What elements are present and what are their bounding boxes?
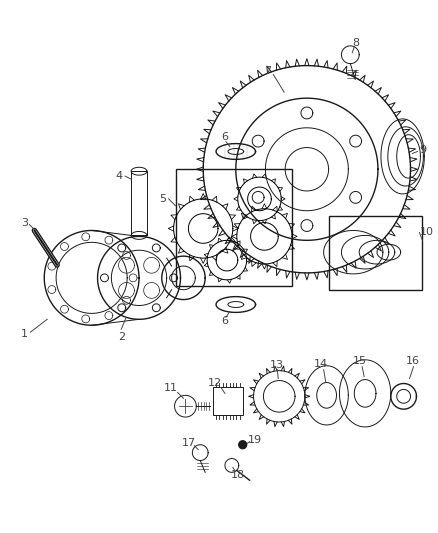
Text: 7: 7 (264, 66, 271, 76)
Bar (131, 171, 147, 236)
Text: 18: 18 (231, 470, 245, 480)
Text: 9: 9 (419, 144, 426, 155)
Text: 8: 8 (353, 38, 360, 48)
Text: 1: 1 (21, 329, 28, 339)
Text: 6: 6 (222, 132, 229, 142)
Text: 10: 10 (420, 228, 434, 237)
Text: 11: 11 (164, 383, 178, 393)
Bar (176, 169, 292, 286)
Text: 6: 6 (222, 316, 229, 326)
Bar (328, 216, 422, 290)
Text: 17: 17 (181, 438, 195, 448)
Text: 16: 16 (406, 356, 420, 366)
Text: 13: 13 (270, 360, 284, 370)
Text: 19: 19 (247, 435, 261, 445)
Text: 4: 4 (116, 171, 123, 181)
Text: 15: 15 (353, 356, 367, 366)
Circle shape (239, 441, 247, 449)
Text: 5: 5 (159, 194, 166, 204)
Text: 3: 3 (21, 217, 28, 228)
Bar (213, 387, 243, 415)
Text: 14: 14 (314, 359, 328, 369)
Text: 12: 12 (208, 378, 222, 389)
Text: 2: 2 (118, 332, 125, 342)
